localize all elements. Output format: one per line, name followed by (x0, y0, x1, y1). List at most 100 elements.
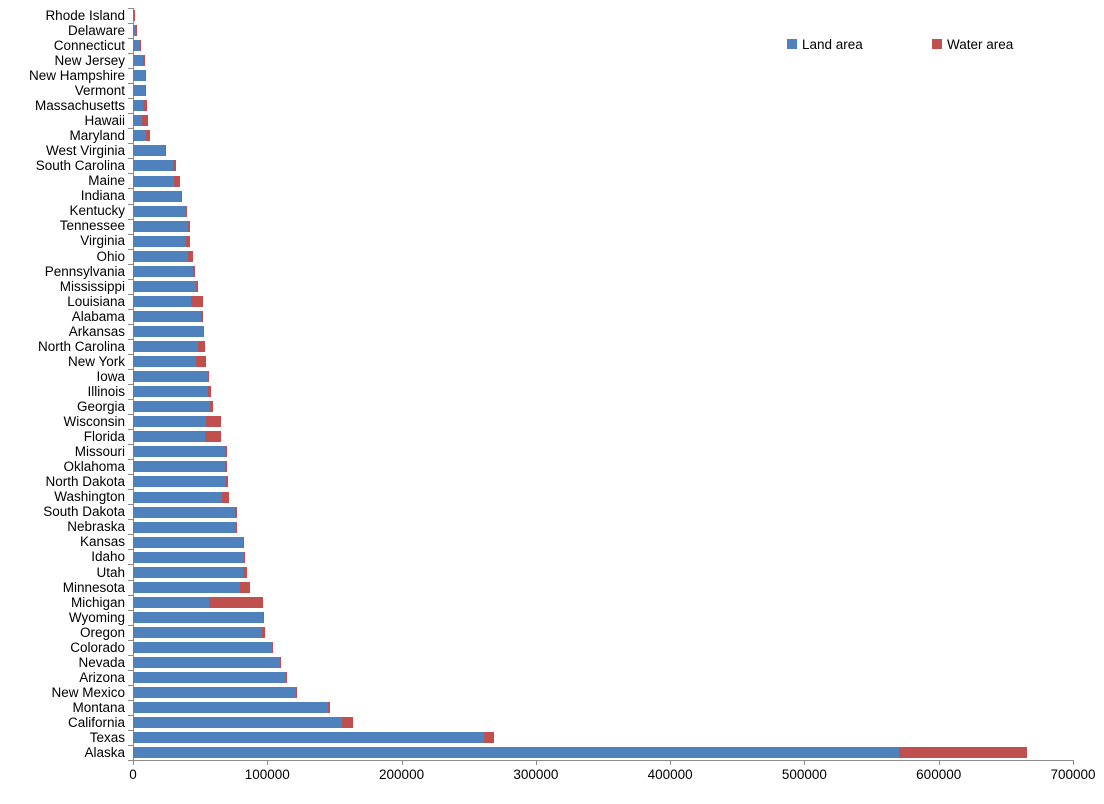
water-area-bar-segment (272, 641, 273, 653)
y-axis-tick (128, 233, 133, 235)
land-area-bar-segment (133, 40, 140, 52)
bar-track (133, 535, 1104, 550)
y-axis-tick (128, 158, 133, 160)
category-label: Hawaii (84, 113, 125, 129)
bar-row: Wyoming (0, 610, 1104, 625)
water-area-bar-segment (145, 85, 146, 97)
land-area-bar-segment (133, 55, 143, 67)
bar-track (133, 565, 1104, 580)
y-axis-tick (128, 504, 133, 506)
category-label: Florida (83, 429, 125, 445)
bar-track (133, 595, 1104, 610)
x-axis-tick-label: 400000 (647, 767, 693, 782)
water-area-bar-segment (280, 657, 282, 669)
bar-row: Oklahoma (0, 459, 1104, 474)
water-area-bar-segment (186, 205, 188, 217)
bar-track (133, 189, 1104, 204)
bar-track (133, 8, 1104, 23)
bar-row: Arkansas (0, 324, 1104, 339)
bar-track (133, 53, 1104, 68)
land-area-bar-segment (133, 702, 329, 714)
x-axis-tick (1073, 761, 1074, 765)
category-label: Ohio (96, 248, 125, 264)
category-label: Pennsylvania (44, 263, 125, 279)
land-area-bar-segment (133, 446, 226, 458)
bar-row: Vermont (0, 83, 1104, 98)
bar-row: Indiana (0, 189, 1104, 204)
category-label: Kentucky (69, 203, 125, 219)
category-label: Alabama (71, 308, 125, 324)
category-label: Oregon (79, 624, 125, 640)
water-area-bar-segment (196, 356, 207, 368)
bar-track (133, 324, 1104, 339)
water-area-bar-segment (242, 536, 244, 548)
x-axis-tick-label: 200000 (379, 767, 425, 782)
bar-row: Rhode Island (0, 8, 1104, 23)
bar-row: Arizona (0, 670, 1104, 685)
land-area-bar-segment (133, 25, 136, 37)
y-axis-tick (128, 53, 133, 55)
legend-label-land-area: Land area (802, 36, 863, 52)
y-axis-tick (128, 564, 133, 566)
x-axis-tick (938, 761, 940, 765)
category-label: Alaska (84, 745, 125, 761)
land-area-bar-segment (133, 160, 174, 172)
x-axis-tick (535, 761, 537, 765)
land-area-bar-segment (133, 250, 188, 262)
category-label: Illinois (87, 383, 125, 399)
bar-track (133, 143, 1104, 158)
y-axis-tick (128, 714, 133, 716)
y-axis-tick (128, 639, 133, 641)
y-axis-tick (128, 98, 133, 100)
bar-track (133, 730, 1104, 745)
y-axis-tick (128, 338, 133, 340)
water-area-bar-segment (145, 70, 146, 82)
bar-track (133, 234, 1104, 249)
bar-track (133, 625, 1104, 640)
y-axis-tick (128, 384, 133, 385)
bar-row: Hawaii (0, 113, 1104, 128)
y-axis-tick (128, 323, 133, 325)
y-axis-tick (128, 68, 133, 70)
water-area-bar-segment (342, 717, 353, 729)
water-area-bar-segment (198, 341, 206, 353)
water-area-bar-segment (188, 220, 190, 232)
legend-item-land-area: Land area (787, 36, 863, 52)
category-label: Indiana (80, 188, 125, 204)
bar-row: Maryland (0, 128, 1104, 143)
y-axis-tick (128, 684, 133, 686)
y-axis-tick (128, 414, 133, 416)
bar-track (133, 158, 1104, 173)
land-area-bar-segment (133, 491, 223, 503)
y-axis-tick (128, 594, 133, 596)
land-area-bar-segment (133, 521, 237, 533)
bar-row: California (0, 715, 1104, 730)
y-axis-tick (128, 308, 133, 310)
category-label: Oklahoma (63, 459, 125, 475)
bar-track (133, 98, 1104, 113)
bar-track (133, 670, 1104, 685)
land-area-bar-segment (133, 732, 484, 744)
y-axis-tick (128, 248, 133, 250)
bar-track (133, 68, 1104, 83)
water-area-bar-segment (174, 175, 181, 187)
bar-row: Pennsylvania (0, 264, 1104, 279)
category-label: Montana (72, 699, 125, 715)
land-area-bar-segment (133, 506, 235, 518)
bar-track (133, 38, 1104, 53)
y-axis-tick (128, 353, 133, 355)
category-label: New Jersey (54, 52, 125, 68)
category-label: Michigan (70, 594, 125, 610)
land-area-bar-segment (133, 115, 142, 127)
category-label: South Dakota (43, 504, 125, 520)
x-axis-line (133, 760, 1074, 761)
y-axis-tick (128, 444, 133, 446)
bar-row: Nebraska (0, 520, 1104, 535)
land-area-bar-segment (133, 687, 296, 699)
bar-row: Washington (0, 490, 1104, 505)
land-area-bar-segment (133, 476, 226, 488)
y-axis-tick (128, 549, 133, 551)
bar-row: Louisiana (0, 294, 1104, 309)
bar-track (133, 113, 1104, 128)
bar-row: New York (0, 354, 1104, 369)
